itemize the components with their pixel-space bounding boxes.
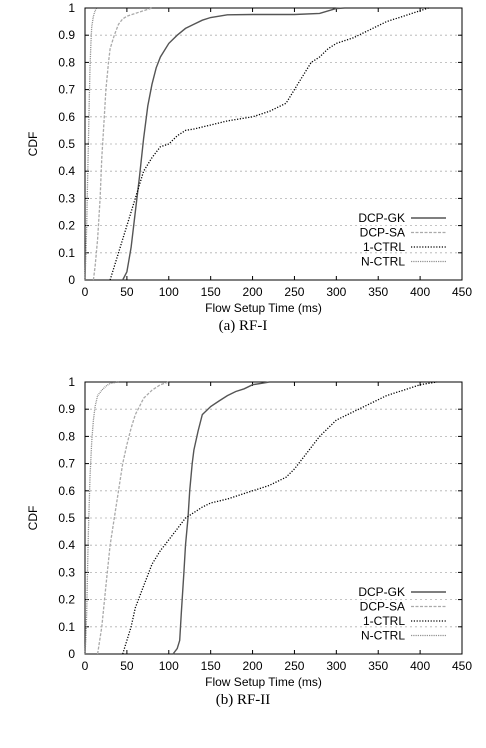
- series-line-dcp-sa: [92, 7, 153, 281]
- x-tick-label: 150: [201, 659, 221, 673]
- y-tick-label: 0.7: [58, 83, 75, 97]
- y-tick-label: 0.3: [58, 191, 75, 205]
- x-tick-label: 0: [82, 285, 89, 299]
- x-tick-label: 150: [201, 285, 221, 299]
- legend-label: DCP-SA: [360, 600, 405, 614]
- x-tick-label: 200: [243, 285, 263, 299]
- y-tick-label: 0.5: [58, 137, 75, 151]
- x-tick-label: 0: [82, 659, 89, 673]
- x-tick-label: 350: [368, 659, 388, 673]
- y-tick-label: 0.4: [58, 164, 75, 178]
- x-tick-label: 400: [410, 659, 430, 673]
- x-tick-label: 50: [120, 659, 134, 673]
- y-tick-label: 0.3: [58, 565, 75, 579]
- series-line-n-ctrl: [84, 7, 98, 281]
- x-tick-label: 50: [120, 285, 134, 299]
- series-line-n-ctrl: [84, 381, 119, 655]
- y-tick-label: 0.6: [58, 110, 75, 124]
- legend-label: 1-CTRL: [363, 240, 405, 254]
- y-tick-label: 0.4: [58, 538, 75, 552]
- y-tick-label: 0.1: [58, 620, 75, 634]
- y-tick-label: 0.7: [58, 457, 75, 471]
- y-tick-label: 0: [68, 273, 75, 287]
- x-tick-label: 450: [452, 285, 472, 299]
- y-tick-label: 0.9: [58, 28, 75, 42]
- x-tick-label: 350: [368, 285, 388, 299]
- y-tick-label: 0.9: [58, 402, 75, 416]
- figure-caption: (a) RF-I: [219, 318, 268, 334]
- y-tick-label: 1: [68, 1, 75, 15]
- x-tick-label: 400: [410, 285, 430, 299]
- x-tick-label: 300: [326, 285, 346, 299]
- y-tick-label: 0.2: [58, 593, 75, 607]
- chart-rf-i: 0 0.1 0.2 0.3 0.4 0.5 0.6 0.7 0.8 0.9 1 0 50 100 150 20…: [26, 1, 472, 334]
- y-tick-label: 1: [68, 375, 75, 389]
- y-tick-label: 0.2: [58, 219, 75, 233]
- x-tick-label: 200: [243, 659, 263, 673]
- x-tick-label: 250: [284, 285, 304, 299]
- y-tick-label: 0.8: [58, 429, 75, 443]
- x-tick-label: 100: [159, 659, 179, 673]
- legend-label: 1-CTRL: [363, 614, 405, 628]
- x-tick-label: 300: [326, 659, 346, 673]
- series-line-1-ctrl: [122, 381, 438, 655]
- x-tick-label: 450: [452, 659, 472, 673]
- y-tick-label: 0: [68, 647, 75, 661]
- legend-label: DCP-GK: [358, 211, 405, 225]
- legend-label: DCP-SA: [360, 226, 405, 240]
- legend-label: DCP-GK: [358, 585, 405, 599]
- y-tick-label: 0.8: [58, 55, 75, 69]
- y-tick-label: 0.1: [58, 246, 75, 260]
- series-line-dcp-sa: [96, 381, 169, 655]
- series-line-dcp-gk: [122, 7, 345, 281]
- series-line-1-ctrl: [109, 7, 429, 281]
- series-line-dcp-gk: [172, 381, 270, 655]
- chart-rf-ii: 0 0.1 0.2 0.3 0.4 0.5 0.6 0.7 0.8 0.9 1 0 50 100 150 20…: [26, 375, 472, 708]
- y-tick-label: 0.5: [58, 511, 75, 525]
- y-axis-label: CDF: [26, 132, 40, 157]
- figure-caption: (b) RF-II: [216, 692, 271, 708]
- legend-label: N-CTRL: [361, 629, 405, 643]
- legend-label: N-CTRL: [361, 255, 405, 269]
- x-axis-label: Flow Setup Time (ms): [205, 301, 322, 315]
- x-tick-label: 250: [284, 659, 304, 673]
- y-tick-label: 0.6: [58, 484, 75, 498]
- x-axis-label: Flow Setup Time (ms): [205, 675, 322, 689]
- x-tick-label: 100: [159, 285, 179, 299]
- y-axis-label: CDF: [26, 506, 40, 531]
